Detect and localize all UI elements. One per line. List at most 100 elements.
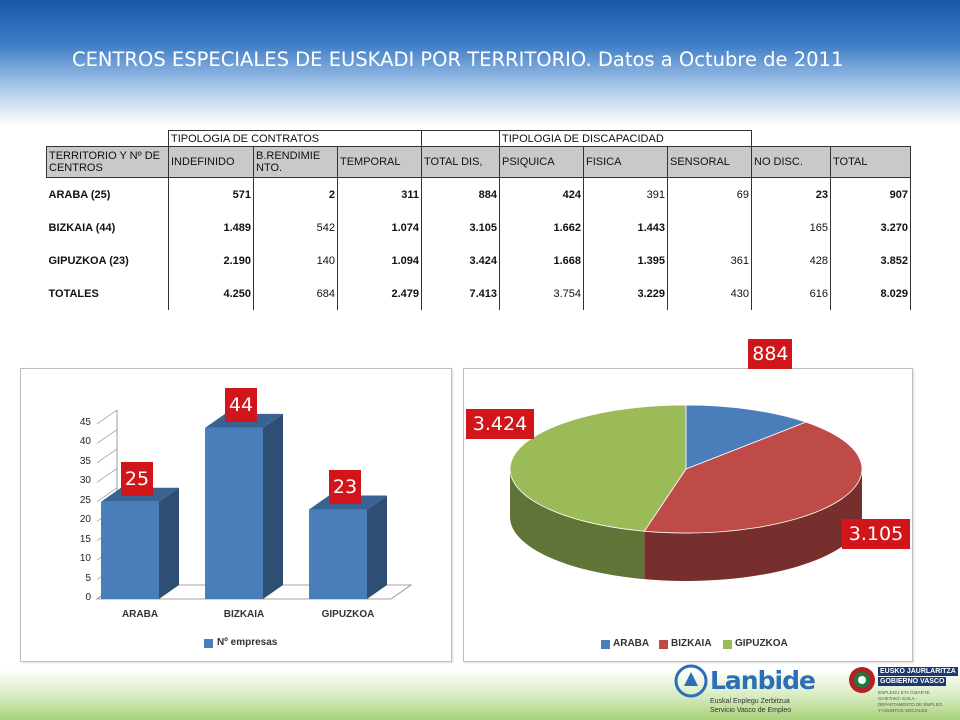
y-axis-tick [96, 409, 118, 425]
table-cell: 311 [337, 177, 422, 211]
row-label: TOTALES [46, 277, 169, 310]
table-cell: 684 [253, 277, 338, 310]
table-cell: 2.479 [337, 277, 422, 310]
group-header-discapacidad: TIPOLOGIA DE DISCAPACIDAD [499, 130, 752, 147]
y-tick-label: 15 [79, 533, 91, 545]
table-cell: 542 [253, 211, 338, 244]
table-cell: 2.190 [168, 244, 254, 277]
bar [205, 427, 263, 599]
column-header: INDEFINIDO [168, 146, 254, 178]
pie-slice [685, 404, 808, 470]
table-cell: 428 [751, 244, 831, 277]
table-cell: 3.270 [830, 211, 911, 244]
data-label: 3.424 [466, 409, 534, 440]
group-header-contratos: TIPOLOGIA DE CONTRATOS [168, 130, 422, 147]
legend-label: BIZKAIA [671, 638, 712, 649]
data-label: 44 [225, 387, 257, 422]
pie-slice-side [510, 469, 645, 580]
table-cell: 8.029 [830, 277, 911, 310]
gov-department: ENPLEGU ETA GIZARTE GAIETAKO SAILA · DEP… [878, 690, 943, 713]
table-cell: 69 [667, 177, 752, 211]
table-cell: 571 [168, 177, 254, 211]
table-cell: 361 [667, 244, 752, 277]
pie-slice-side [644, 469, 862, 581]
y-tick-label: 5 [85, 572, 91, 584]
bar-side [263, 413, 283, 599]
pie-slice [643, 421, 863, 534]
table-cell: 1.395 [583, 244, 668, 277]
table-cell: 1.489 [168, 211, 254, 244]
table-cell: 23 [751, 177, 831, 211]
table-row: TOTALES 4.250 684 2.479 7.413 3.754 3.22… [46, 277, 911, 310]
table-row: BIZKAIA (44) 1.489 542 1.074 3.105 1.662… [46, 211, 911, 244]
data-table: TIPOLOGIA DE CONTRATOS TIPOLOGIA DE DISC… [46, 130, 911, 310]
row-label: ARABA (25) [46, 177, 169, 211]
table-cell: 140 [253, 244, 338, 277]
x-tick-label: BIZKAIA [223, 609, 265, 620]
y-tick-label: 10 [79, 553, 91, 565]
y-axis-tick [96, 468, 118, 483]
pie-chart [509, 404, 863, 581]
y-axis-tick [96, 448, 118, 464]
table-cell: 165 [751, 211, 831, 244]
lanbide-logo: Lanbide Euskal Enplegu Zerbitzua Servici… [674, 662, 816, 720]
lanbide-brand: Lanbide [710, 666, 816, 695]
y-tick-label: 35 [79, 455, 91, 467]
column-header: TEMPORAL [337, 146, 422, 178]
y-axis-tick [96, 487, 118, 503]
lanbide-tagline: Euskal Enplegu Zerbitzua [710, 698, 790, 705]
row-label: GIPUZKOA (23) [46, 244, 169, 277]
y-tick-label: 45 [79, 417, 91, 428]
table-cell: 1.443 [583, 211, 668, 244]
pie-chart-panel: 884 3.105 3.424 ARABA BIZKAIA GIPUZKOA [463, 339, 913, 662]
table-row: GIPUZKOA (23) 2.190 140 1.094 3.424 1.66… [46, 244, 911, 277]
lanbide-tagline: Servicio Vasco de Empleo [710, 707, 792, 714]
footer-background [0, 670, 960, 720]
y-tick-label: 25 [79, 494, 91, 506]
y-tick-label: 30 [79, 475, 91, 487]
table-cell: 4.250 [168, 277, 254, 310]
column-header: TOTAL [830, 146, 911, 178]
column-header: TOTAL DIS, [421, 146, 500, 178]
lanbide-logo-icon [674, 664, 708, 698]
gov-name-line2: GOBIERNO VASCO [878, 677, 947, 686]
table-cell: 1.668 [499, 244, 584, 277]
table-cell [667, 211, 752, 244]
table-header-row: TERRITORIO Y Nº DE CENTROS INDEFINIDO B.… [46, 146, 911, 178]
header-background [0, 0, 960, 125]
legend-label: GIPUZKOA [735, 638, 788, 649]
table-cell: 3.754 [499, 277, 584, 310]
page-title: CENTROS ESPECIALES DE EUSKADI POR TERRIT… [72, 48, 844, 71]
table-cell: 3.852 [830, 244, 911, 277]
column-header: PSIQUICA [499, 146, 584, 178]
bar-chart-panel: 0 5 10 15 20 25 30 35 40 45 ARABA BIZKAIA GIPUZKOA … [20, 368, 452, 662]
table-cell: 1.094 [337, 244, 422, 277]
bar [101, 501, 159, 599]
table-cell: 391 [583, 177, 668, 211]
y-tick-label: 0 [85, 592, 91, 603]
bar-chart [95, 409, 413, 600]
table-cell: 430 [667, 277, 752, 310]
column-header: NO DISC. [751, 146, 831, 178]
table-cell: 2 [253, 177, 338, 211]
table-cell: 3.229 [583, 277, 668, 310]
bar-side [159, 487, 179, 599]
data-label: 3.105 [842, 519, 910, 550]
data-label: 884 [748, 339, 793, 370]
y-axis-tick [96, 429, 118, 444]
bar [309, 509, 367, 599]
table-cell: 424 [499, 177, 584, 211]
column-header: SENSORAL [667, 146, 752, 178]
table-row: ARABA (25) 571 2 311 884 424 391 69 23 9… [46, 177, 911, 211]
y-tick-label: 20 [79, 514, 91, 526]
table-cell: 7.413 [421, 277, 500, 310]
column-header: TERRITORIO Y Nº DE CENTROS [46, 146, 169, 178]
column-header: FISICA [583, 146, 668, 178]
data-label: 23 [329, 469, 361, 504]
table-cell: 1.074 [337, 211, 422, 244]
row-label: BIZKAIA (44) [46, 211, 169, 244]
legend-label: Nº empresas [217, 637, 278, 648]
coat-of-arms-icon [849, 667, 875, 693]
table-cell: 884 [421, 177, 500, 211]
legend-swatch [601, 640, 610, 649]
